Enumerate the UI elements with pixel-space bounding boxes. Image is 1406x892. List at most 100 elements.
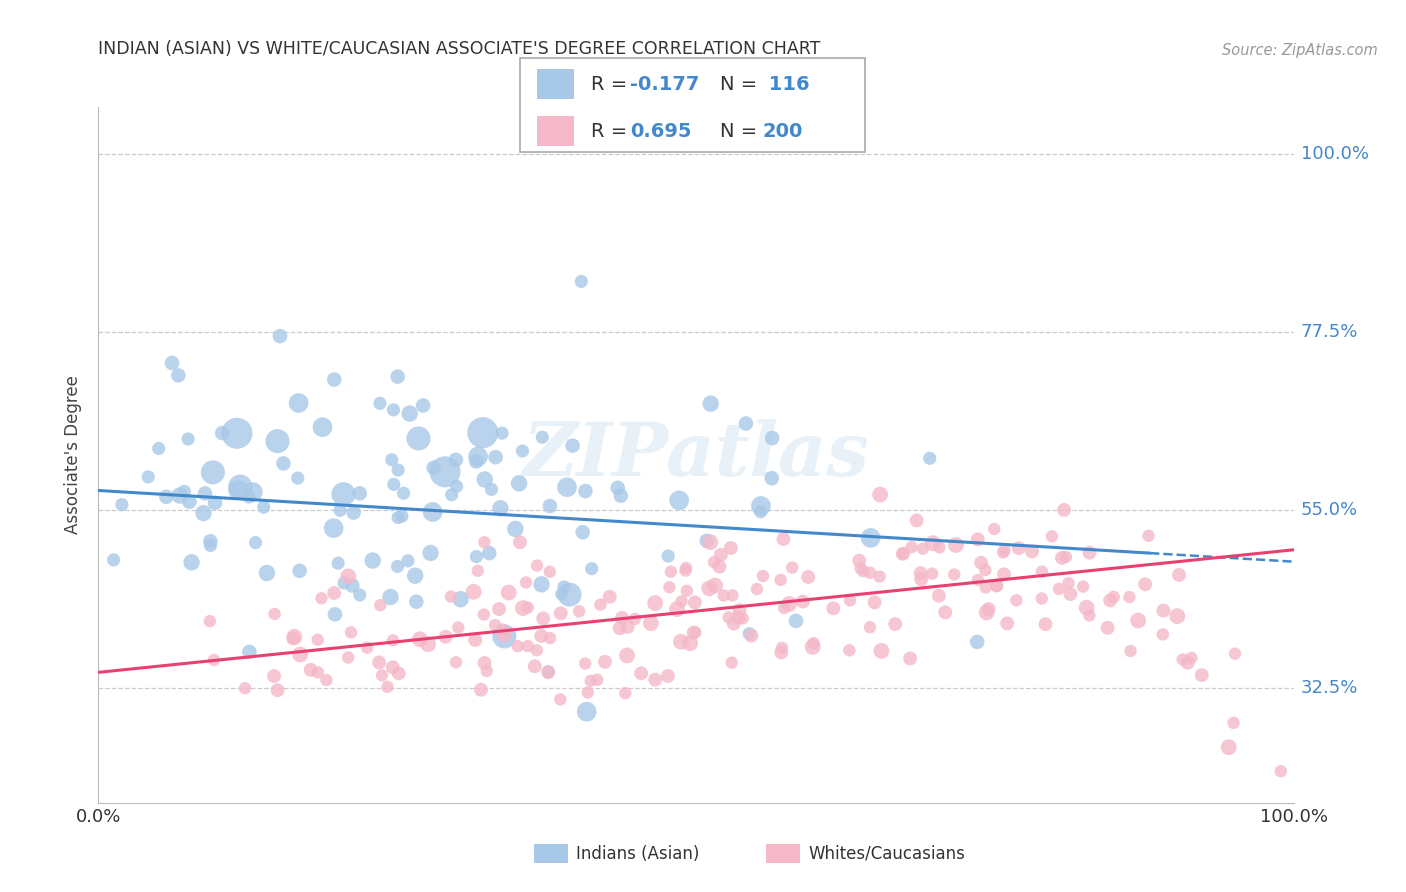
Point xyxy=(869,569,891,583)
Point xyxy=(548,692,571,706)
Point xyxy=(211,425,233,440)
Point xyxy=(869,487,891,501)
Point xyxy=(934,605,956,619)
Point xyxy=(571,525,593,540)
Point xyxy=(624,612,647,626)
Point xyxy=(288,564,311,578)
Point xyxy=(720,656,742,670)
Point xyxy=(444,655,467,669)
Point xyxy=(659,565,682,579)
Point xyxy=(993,545,1015,559)
Point xyxy=(898,651,921,665)
Point xyxy=(589,598,612,612)
Point xyxy=(945,538,967,552)
Point xyxy=(1059,587,1081,601)
Point xyxy=(785,614,807,628)
Point xyxy=(616,620,638,634)
Point xyxy=(396,554,419,568)
Text: Indians (Asian): Indians (Asian) xyxy=(576,845,700,863)
Text: N =: N = xyxy=(720,75,763,94)
Point xyxy=(238,490,260,504)
Point xyxy=(307,632,329,647)
Point xyxy=(523,659,546,673)
Point xyxy=(745,582,768,596)
Point xyxy=(512,601,534,615)
Point xyxy=(245,535,267,549)
Point xyxy=(387,463,409,477)
Point xyxy=(610,489,633,503)
Point xyxy=(201,466,224,480)
Point xyxy=(675,564,697,578)
Point xyxy=(606,481,628,495)
Point xyxy=(1152,627,1174,641)
Point xyxy=(434,630,457,644)
Point xyxy=(574,484,596,499)
Point xyxy=(180,555,202,569)
Text: 200: 200 xyxy=(762,121,803,141)
Point xyxy=(713,589,735,603)
Point xyxy=(658,580,681,594)
Point xyxy=(226,483,249,497)
Point xyxy=(418,637,440,651)
Point xyxy=(657,549,679,563)
Point xyxy=(269,329,291,343)
Point xyxy=(405,594,427,608)
Point xyxy=(683,625,706,640)
Point xyxy=(315,673,337,687)
Point xyxy=(238,645,260,659)
Point xyxy=(644,673,666,687)
Point xyxy=(1223,647,1246,661)
Point xyxy=(202,653,225,667)
Point xyxy=(253,500,276,515)
Point xyxy=(408,432,430,446)
Point xyxy=(229,479,252,493)
Point xyxy=(550,607,572,621)
Point xyxy=(731,611,754,625)
Point xyxy=(922,536,945,550)
Point xyxy=(1054,549,1077,564)
Point xyxy=(494,627,516,641)
Point xyxy=(382,477,405,491)
Point xyxy=(610,611,633,625)
Point xyxy=(644,596,666,610)
Point xyxy=(444,453,467,467)
Point xyxy=(198,614,221,628)
Point xyxy=(703,555,725,569)
Point xyxy=(332,487,354,501)
Point xyxy=(1119,644,1142,658)
Point xyxy=(526,558,548,573)
Text: R =: R = xyxy=(591,75,633,94)
Point xyxy=(472,535,495,549)
Point xyxy=(986,579,1008,593)
Text: INDIAN (ASIAN) VS WHITE/CAUCASIAN ASSOCIATE'S DEGREE CORRELATION CHART: INDIAN (ASIAN) VS WHITE/CAUCASIAN ASSOCI… xyxy=(98,40,821,58)
Point xyxy=(574,657,596,671)
Text: 100.0%: 100.0% xyxy=(1301,145,1368,163)
Text: 55.0%: 55.0% xyxy=(1301,501,1358,519)
Point xyxy=(148,442,170,456)
Point xyxy=(721,589,744,603)
Point xyxy=(177,432,200,446)
Point xyxy=(770,645,793,659)
Point xyxy=(884,617,907,632)
Point xyxy=(287,471,309,485)
Point xyxy=(928,541,950,555)
Point xyxy=(977,602,1000,616)
Point xyxy=(823,601,845,615)
Point xyxy=(463,584,485,599)
Point xyxy=(323,586,346,600)
Point xyxy=(983,522,1005,536)
Point xyxy=(488,602,510,616)
Point xyxy=(614,686,637,700)
Point xyxy=(1168,567,1191,582)
Point xyxy=(111,498,134,512)
Point xyxy=(323,607,346,622)
Point xyxy=(752,569,775,583)
Point xyxy=(616,648,638,663)
Point xyxy=(377,680,399,694)
Point xyxy=(630,666,652,681)
Point xyxy=(256,566,278,580)
Point xyxy=(778,597,800,611)
Point xyxy=(609,621,631,635)
Point xyxy=(911,541,934,556)
Y-axis label: Associate's Degree: Associate's Degree xyxy=(65,376,83,534)
